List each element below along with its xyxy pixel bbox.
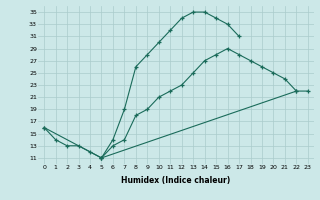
X-axis label: Humidex (Indice chaleur): Humidex (Indice chaleur) — [121, 176, 231, 185]
